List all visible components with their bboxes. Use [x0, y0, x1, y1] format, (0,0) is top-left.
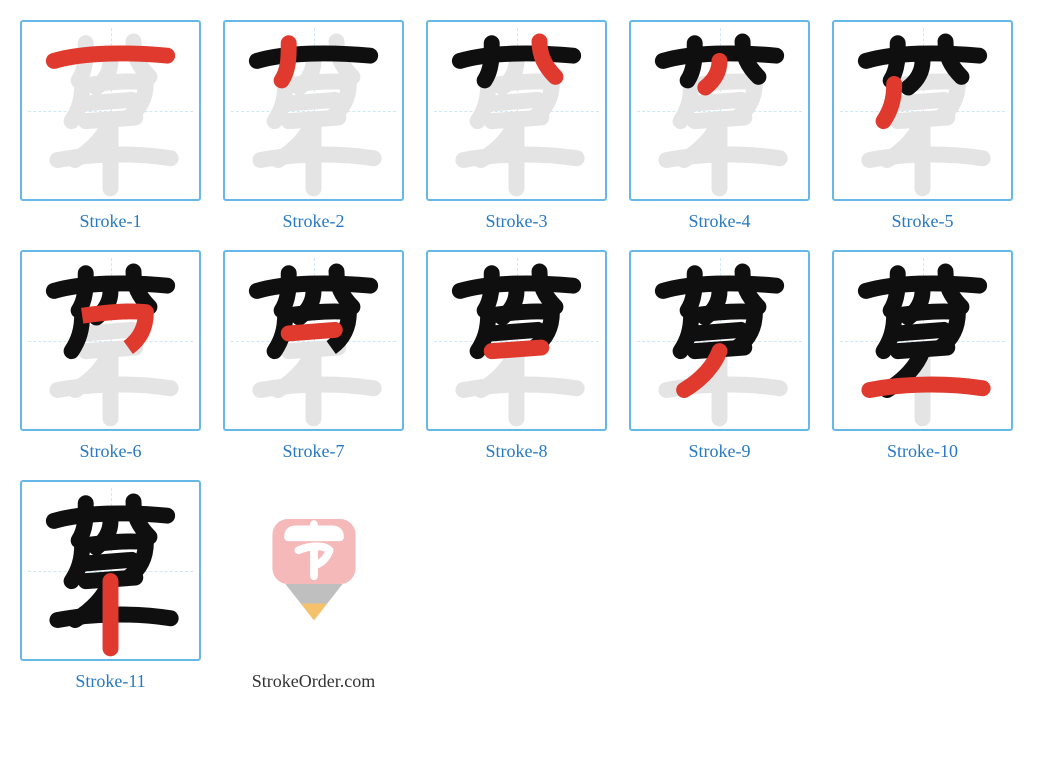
stroke-cell: Stroke-9	[629, 250, 810, 462]
stroke-tile	[223, 20, 404, 201]
stroke-cell: Stroke-3	[426, 20, 607, 232]
stroke-tile	[20, 480, 201, 661]
stroke-label: Stroke-1	[80, 211, 142, 232]
stroke-cell: Stroke-8	[426, 250, 607, 462]
stroke-label: Stroke-6	[80, 441, 142, 462]
stroke-tile	[223, 250, 404, 431]
stroke-tile	[426, 20, 607, 201]
stroke-label: Stroke-7	[283, 441, 345, 462]
stroke-label: Stroke-11	[75, 671, 145, 692]
stroke-tile	[20, 20, 201, 201]
character-canvas	[834, 22, 1011, 199]
stroke-tile	[426, 250, 607, 431]
character-canvas	[428, 22, 605, 199]
stroke-label: Stroke-9	[689, 441, 751, 462]
site-name: StrokeOrder.com	[252, 671, 375, 692]
site-logo-cell: StrokeOrder.com	[223, 480, 404, 692]
stroke-tile	[20, 250, 201, 431]
character-canvas	[225, 22, 402, 199]
character-canvas	[22, 252, 199, 429]
stroke-cell: Stroke-10	[832, 250, 1013, 462]
character-canvas	[631, 252, 808, 429]
stroke-tile	[629, 250, 810, 431]
stroke-cell: Stroke-2	[223, 20, 404, 232]
character-canvas	[428, 252, 605, 429]
stroke-cell: Stroke-4	[629, 20, 810, 232]
site-logo-icon	[223, 480, 404, 661]
stroke-label: Stroke-8	[486, 441, 548, 462]
stroke-tile	[629, 20, 810, 201]
stroke-cell: Stroke-1	[20, 20, 201, 232]
stroke-cell: Stroke-11	[20, 480, 201, 692]
stroke-order-grid: Stroke-1 Stroke-2 Stroke-3 Stroke-4 Stroke-5…	[20, 20, 1030, 692]
stroke-label: Stroke-2	[283, 211, 345, 232]
stroke-cell: Stroke-5	[832, 20, 1013, 232]
character-canvas	[22, 482, 199, 659]
stroke-tile	[832, 250, 1013, 431]
character-canvas	[22, 22, 199, 199]
stroke-label: Stroke-3	[486, 211, 548, 232]
stroke-label: Stroke-5	[892, 211, 954, 232]
character-canvas	[225, 252, 402, 429]
character-canvas	[631, 22, 808, 199]
stroke-cell: Stroke-7	[223, 250, 404, 462]
stroke-tile	[832, 20, 1013, 201]
stroke-cell: Stroke-6	[20, 250, 201, 462]
stroke-label: Stroke-4	[689, 211, 751, 232]
character-canvas	[834, 252, 1011, 429]
stroke-label: Stroke-10	[887, 441, 958, 462]
